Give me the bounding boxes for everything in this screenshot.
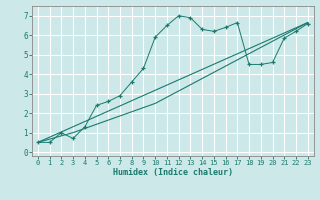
- X-axis label: Humidex (Indice chaleur): Humidex (Indice chaleur): [113, 168, 233, 177]
